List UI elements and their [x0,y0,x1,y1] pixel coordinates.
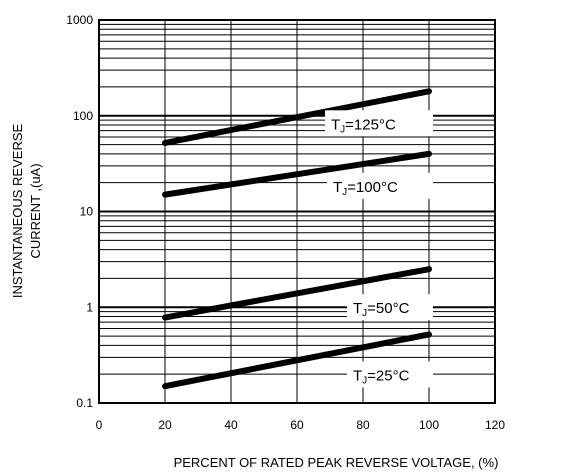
x-tick-label: 60 [290,418,304,432]
series-labels: TJ=125°C TJ=100°C TJ=50°C TJ=25°C [325,110,433,388]
x-tick-label: 20 [158,418,172,432]
series-label-background [327,172,433,199]
series-label: TJ=50°C [353,300,410,319]
y-axis-title-line-1: INSTANTANEOUS REVERSE [10,124,25,299]
x-tick-labels: 0 20 40 60 80 100 120 [96,418,506,432]
y-axis-title-line-2: CURRENT ,(uA) [28,163,43,258]
x-tick-label: 40 [224,418,238,432]
series-label: TJ=125°C [331,116,396,135]
y-tick-label: 1 [86,300,93,314]
series-label: TJ=100°C [333,179,398,198]
plot-frame [98,19,496,404]
x-axis-title: PERCENT OF RATED PEAK REVERSE VOLTAGE, (… [174,455,499,470]
series-label-background [347,294,433,321]
y-tick-label: 100 [73,109,93,123]
x-tick-label: 100 [419,418,439,432]
series-line [162,150,432,198]
series-label-background [325,110,433,137]
series-label: TJ=25°C [353,367,410,386]
x-tick-label: 80 [356,418,370,432]
series-lines [162,88,432,390]
series-line [162,331,432,390]
series-line [162,266,432,321]
x-tick-label: 0 [96,418,103,432]
series-label-background [347,361,433,388]
y-tick-label: 1000 [66,13,93,27]
series-line [162,88,432,146]
y-tick-label: 0.1 [76,396,93,410]
x-tick-label: 120 [485,418,505,432]
y-tick-label: 10 [80,205,94,219]
y-tick-labels: 0.1 1 10 100 1000 [66,13,93,410]
